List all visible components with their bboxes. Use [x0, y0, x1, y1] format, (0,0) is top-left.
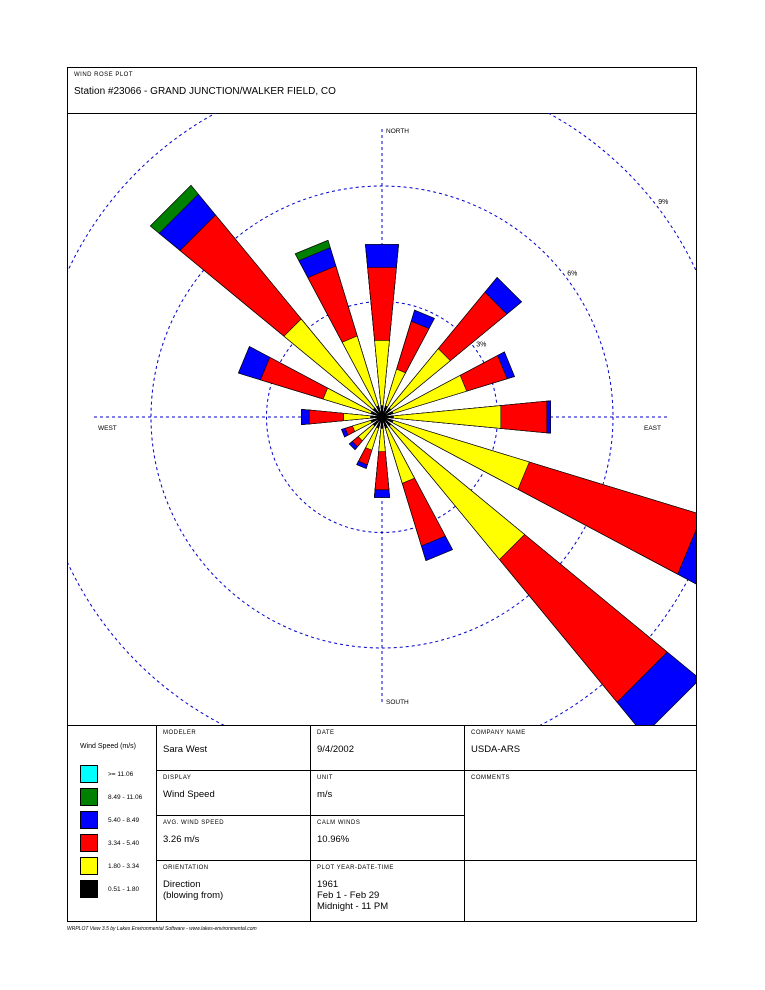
unit-cell: UNIT m/s	[311, 771, 464, 815]
ring-label: 9%	[658, 199, 668, 206]
rose-petal-segment	[380, 405, 384, 418]
unit-label: UNIT	[317, 775, 333, 781]
avg-speed-cell: AVG. WIND SPEED 3.26 m/s	[157, 816, 310, 860]
table-divider	[156, 770, 696, 771]
legend-label: 1.80 - 3.34	[108, 863, 140, 870]
rose-petal-segment	[380, 416, 384, 429]
plot-time-label: PLOT YEAR-DATE-TIME	[317, 865, 394, 871]
rose-petal-segment	[381, 407, 392, 418]
rose-petal-segment	[381, 415, 394, 419]
calm-winds-cell: CALM WINDS 10.96%	[311, 816, 464, 860]
comments-cell: COMMENTS	[465, 771, 696, 860]
legend-swatch	[80, 834, 98, 852]
ring-label: 3%	[476, 341, 486, 348]
rose-petal-segment	[381, 374, 468, 418]
rose-petal-segment	[370, 416, 383, 423]
rose-petal-segment	[370, 415, 383, 419]
company-cell: COMPANY NAME USDA-ARS	[465, 726, 696, 770]
rose-petal-segment	[381, 405, 388, 418]
legend-swatch	[80, 788, 98, 806]
rose-petal-segment	[381, 348, 451, 418]
plot-header: WIND ROSE PLOT Station #23066 - GRAND JU…	[68, 68, 696, 114]
rose-petal-segment	[381, 416, 388, 429]
comments-label: COMMENTS	[471, 775, 510, 781]
table-top-border	[68, 725, 696, 726]
rose-petal-segment	[372, 407, 383, 418]
rose-petal-segment	[343, 412, 383, 422]
unit-value: m/s	[317, 789, 333, 800]
rose-petal-segment	[378, 416, 386, 452]
rose-petal-segment	[372, 416, 383, 427]
legend-label: >= 11.06	[108, 771, 134, 778]
table-divider	[156, 815, 464, 816]
table-divider	[156, 725, 157, 922]
legend-swatch	[80, 811, 98, 829]
rose-petal-segment	[381, 368, 406, 418]
rose-petal-segment	[381, 411, 394, 418]
display-label: DISPLAY	[163, 775, 192, 781]
rose-petal-segment	[374, 416, 390, 491]
legend-label: 3.34 - 5.40	[108, 840, 140, 847]
rose-petal-segment	[381, 416, 394, 423]
legend-label: 5.40 - 8.49	[108, 817, 140, 824]
date-value: 9/4/2002	[317, 744, 354, 755]
table-divider	[464, 725, 465, 922]
rose-petal-segment	[381, 416, 392, 427]
station-title: Station #23066 - GRAND JUNCTION/WALKER F…	[74, 86, 336, 97]
legend-swatch	[80, 765, 98, 783]
date-label: DATE	[317, 730, 335, 736]
avg-speed-label: AVG. WIND SPEED	[163, 820, 225, 826]
calm-winds-label: CALM WINDS	[317, 820, 361, 826]
company-label: COMPANY NAME	[471, 730, 526, 736]
legend-swatch	[80, 857, 98, 875]
display-value: Wind Speed	[163, 789, 215, 800]
rose-petal-segment	[322, 387, 383, 418]
orientation-label: ORIENTATION	[163, 865, 209, 871]
table-divider	[310, 725, 311, 922]
compass-label-west: WEST	[98, 425, 117, 432]
modeler-cell: MODELER Sara West	[157, 726, 310, 770]
modeler-label: MODELER	[163, 730, 197, 736]
plot-time-cell: PLOT YEAR-DATE-TIME 1961 Feb 1 - Feb 29 …	[311, 861, 464, 921]
legend-label: 0.51 - 1.80	[108, 886, 140, 893]
software-credit: WRPLOT View 3.5 by Lakes Environmental S…	[67, 926, 257, 932]
calm-winds-value: 10.96%	[317, 834, 350, 845]
rose-petal-segment	[283, 318, 383, 418]
plot-time-value: 1961 Feb 1 - Feb 29 Midnight - 11 PM	[317, 879, 389, 912]
table-divider	[156, 860, 696, 861]
compass-label-east: EAST	[644, 425, 661, 432]
legend-swatch	[80, 880, 98, 898]
rose-petal-segment	[381, 416, 415, 484]
compass-label-south: SOUTH	[386, 699, 409, 706]
orientation-cell: ORIENTATION Direction (blowing from)	[157, 861, 310, 921]
orientation-value: Direction (blowing from)	[163, 879, 224, 901]
plot-frame: WIND ROSE PLOT Station #23066 - GRAND JU…	[67, 67, 697, 922]
rose-petal-segment	[376, 405, 383, 418]
rose-petal-segment	[381, 416, 526, 561]
plot-type-label: WIND ROSE PLOT	[74, 72, 134, 78]
rose-petal-segment	[381, 405, 502, 429]
legend-title: Wind Speed (m/s)	[80, 743, 137, 750]
company-value: USDA-ARS	[471, 744, 521, 755]
compass-label-north: NORTH	[386, 128, 409, 135]
rose-petal-segment	[381, 416, 530, 490]
ring-label: 6%	[567, 270, 577, 277]
legend-label: 8.49 - 11.06	[108, 794, 143, 801]
rose-petal-segment	[374, 340, 390, 418]
display-cell: DISPLAY Wind Speed	[157, 771, 310, 815]
modeler-value: Sara West	[163, 744, 208, 755]
date-cell: DATE 9/4/2002	[311, 726, 464, 770]
rose-petal-segment	[370, 411, 383, 418]
rose-petal-segment	[376, 416, 383, 429]
avg-speed-value: 3.26 m/s	[163, 834, 200, 845]
rose-petal-segment	[341, 335, 383, 418]
